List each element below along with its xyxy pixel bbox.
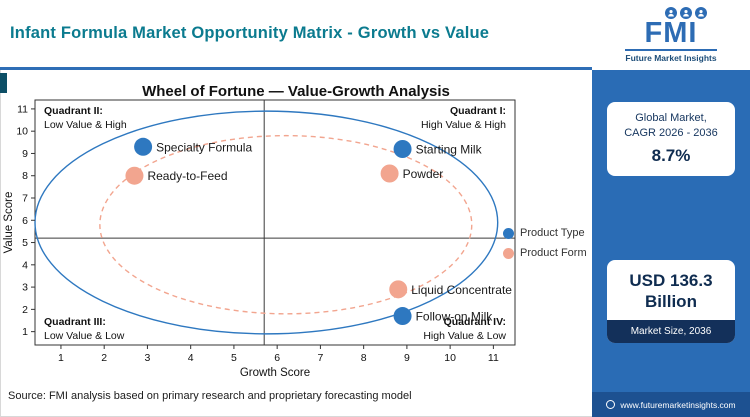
market-size-value-line1: USD 136.3	[629, 270, 713, 290]
cagr-value: 8.7%	[651, 145, 691, 165]
data-point	[125, 166, 144, 185]
product-type-dot-icon	[503, 227, 514, 239]
quadrant-name: Quadrant IV:	[444, 316, 506, 328]
x-tick-label: 7	[317, 352, 323, 364]
person-icon	[680, 6, 692, 19]
data-point	[380, 164, 399, 183]
person-icon	[665, 6, 677, 19]
cagr-card: Global Market, CAGR 2026 - 2036 8.7%	[607, 102, 735, 176]
brand-logo: FMI Future Market Insights	[592, 0, 750, 70]
x-tick-label: 8	[361, 352, 367, 364]
market-size-value: USD 136.3 Billion	[607, 260, 735, 321]
market-size-value-line2: Billion	[645, 291, 697, 311]
y-tick-label: 6	[22, 215, 28, 227]
source-note: Source: FMI analysis based on primary re…	[8, 390, 412, 402]
chart-title: Wheel of Fortune — Value-Growth Analysis	[142, 83, 450, 100]
x-tick-label: 11	[488, 352, 499, 364]
y-tick-label: 7	[22, 193, 28, 205]
cluster-ellipse	[34, 110, 499, 335]
data-point-label: Powder	[403, 167, 444, 181]
quadrant-desc: Low Value & Low	[44, 330, 125, 342]
x-tick-label: 10	[444, 352, 456, 364]
data-point-label: Specialty Formula	[156, 140, 252, 154]
x-axis-label: Growth Score	[240, 367, 310, 379]
x-tick-label: 1	[58, 352, 64, 364]
market-size-card: USD 136.3 Billion Market Size, 2036	[607, 259, 735, 344]
quadrant-name: Quadrant III:	[44, 316, 106, 328]
header: Infant Formula Market Opportunity Matrix…	[0, 0, 592, 70]
accent-bar	[0, 73, 7, 93]
quadrant-desc: High Value & High	[421, 119, 506, 131]
logo-text: FMI	[644, 16, 698, 49]
y-tick-label: 11	[17, 103, 28, 115]
y-tick-label: 8	[22, 170, 28, 182]
globe-icon	[606, 400, 616, 409]
y-tick-label: 9	[22, 148, 28, 160]
plot-border	[34, 99, 516, 346]
legend-label: Product Type	[520, 227, 585, 239]
x-tick-label: 2	[101, 352, 107, 364]
data-point	[134, 137, 153, 156]
page-title: Infant Formula Market Opportunity Matrix…	[10, 24, 490, 42]
y-tick-label: 4	[22, 259, 28, 271]
x-tick-label: 3	[145, 352, 151, 364]
market-size-caption: Market Size, 2036	[607, 320, 735, 344]
y-tick-label: 3	[22, 282, 28, 294]
x-tick-label: 5	[231, 352, 237, 364]
data-point	[393, 140, 412, 158]
data-point-label: Ready-to-Feed	[147, 169, 227, 183]
cagr-card-line2: CAGR 2026 - 2036	[624, 126, 718, 139]
quadrant-desc: Low Value & High	[44, 119, 127, 131]
cagr-card-line1: Global Market,	[635, 112, 707, 124]
sidebar-footer: www.futuremarketinsights.com	[592, 392, 750, 417]
quadrant-name: Quadrant II:	[44, 105, 103, 117]
data-point	[393, 307, 412, 326]
cluster-ellipse	[99, 134, 473, 315]
y-tick-label: 5	[22, 237, 28, 249]
x-tick-label: 6	[274, 352, 280, 364]
data-point-label: Follow-on Milk	[416, 310, 494, 324]
data-point	[389, 280, 408, 299]
quadrant-name: Quadrant I:	[450, 105, 506, 117]
data-point-label: Starting Milk	[416, 143, 483, 157]
footer-url[interactable]: www.futuremarketinsights.com	[620, 399, 736, 410]
logo-tagline: Future Market Insights	[625, 49, 717, 63]
legend-item-product-form: Product Form	[503, 247, 587, 259]
x-tick-label: 9	[404, 352, 410, 364]
quadrant-desc: High Value & Low	[423, 330, 506, 342]
logo-people-icons	[665, 6, 707, 19]
y-tick-label: 10	[16, 126, 28, 138]
data-point-label: Liquid Concentrate	[411, 283, 512, 297]
legend-item-product-type: Product Type	[503, 227, 587, 239]
person-icon	[695, 6, 707, 19]
y-tick-label: 1	[22, 326, 28, 338]
y-axis-label: Value Score	[3, 192, 15, 254]
product-form-dot-icon	[503, 247, 514, 259]
x-tick-label: 4	[188, 352, 194, 364]
y-tick-label: 2	[22, 304, 28, 316]
chart-legend: Product Type Product Form	[503, 227, 587, 267]
legend-label: Product Form	[520, 247, 587, 259]
sidebar: Global Market, CAGR 2026 - 2036 8.7% USD…	[592, 70, 750, 417]
